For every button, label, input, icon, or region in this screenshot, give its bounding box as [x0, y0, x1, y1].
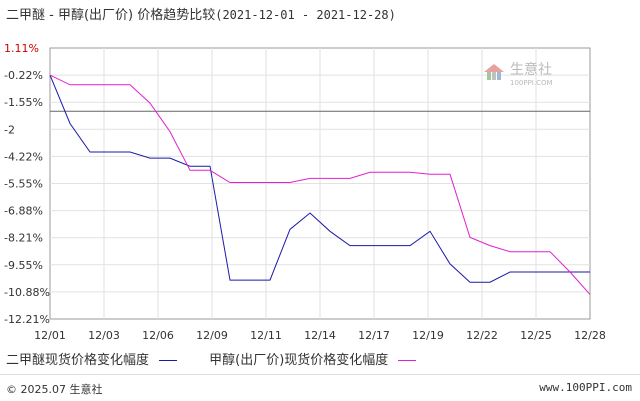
footer-site-link[interactable]: www.100PPI.com [539, 381, 632, 394]
legend-item-dme: 二甲醚现货价格变化幅度 [6, 349, 178, 368]
y-tick-label: -8.21% [4, 232, 43, 245]
legend-swatch-methanol [398, 360, 417, 361]
y-tick-label: -5.55% [4, 178, 43, 191]
x-tick-label: 12/01 [34, 329, 66, 342]
y-tick-label: -4.22% [4, 150, 43, 163]
x-tick-label: 12/25 [520, 329, 552, 342]
watermark-text: 生意社 [510, 61, 552, 78]
watermark-roof-icon [484, 64, 504, 72]
y-tick-label: 1.11% [4, 42, 39, 55]
x-tick-label: 12/22 [466, 329, 498, 342]
y-tick-label: -6.88% [4, 205, 43, 218]
watermark-block-icon [487, 72, 491, 80]
x-tick-label: 12/11 [250, 329, 282, 342]
footer: © 2025.07 生意社 www.100PPI.com [0, 374, 640, 401]
y-tick-label: -0.22% [4, 69, 43, 82]
x-tick-label: 12/09 [196, 329, 228, 342]
watermark-block-icon [497, 72, 501, 80]
x-tick-label: 12/03 [88, 329, 120, 342]
x-tick-label: 12/19 [412, 329, 444, 342]
y-tick-label: -10.88% [4, 286, 50, 299]
legend-label-dme: 二甲醚现货价格变化幅度 [6, 353, 150, 368]
chart-title-main: 二甲醚 - 甲醇(出厂价) 价格趋势比较 [6, 8, 216, 23]
chart-title-range: (2021-12-01 - 2021-12-28) [215, 8, 396, 22]
legend-item-methanol: 甲醇(出厂价)现货价格变化幅度 [209, 349, 417, 368]
y-tick-label: -9.55% [4, 259, 43, 272]
legend-label-methanol: 甲醇(出厂价)现货价格变化幅度 [209, 353, 389, 368]
watermark-url: 100PPI.COM [510, 79, 553, 87]
y-tick-label: -2 [4, 123, 15, 136]
chart-title: 二甲醚 - 甲醇(出厂价) 价格趋势比较(2021-12-01 - 2021-1… [6, 4, 396, 23]
watermark-logo: 生意社 100PPI.COM [484, 61, 553, 87]
y-tick-label: -1.55% [4, 96, 43, 109]
x-tick-label: 12/17 [358, 329, 390, 342]
x-tick-label: 12/06 [142, 329, 174, 342]
series-line-dme [49, 74, 590, 283]
y-tick-label: -12.21% [4, 313, 50, 326]
x-tick-label: 12/14 [304, 329, 336, 342]
chart-legend: 二甲醚现货价格变化幅度 甲醇(出厂价)现货价格变化幅度 [6, 349, 430, 368]
x-tick-label: 12/28 [574, 329, 606, 342]
legend-swatch-dme [159, 360, 178, 361]
series-line-methanol [49, 74, 591, 295]
footer-copyright: © 2025.07 生意社 [6, 383, 103, 396]
watermark-block-icon [492, 72, 496, 80]
